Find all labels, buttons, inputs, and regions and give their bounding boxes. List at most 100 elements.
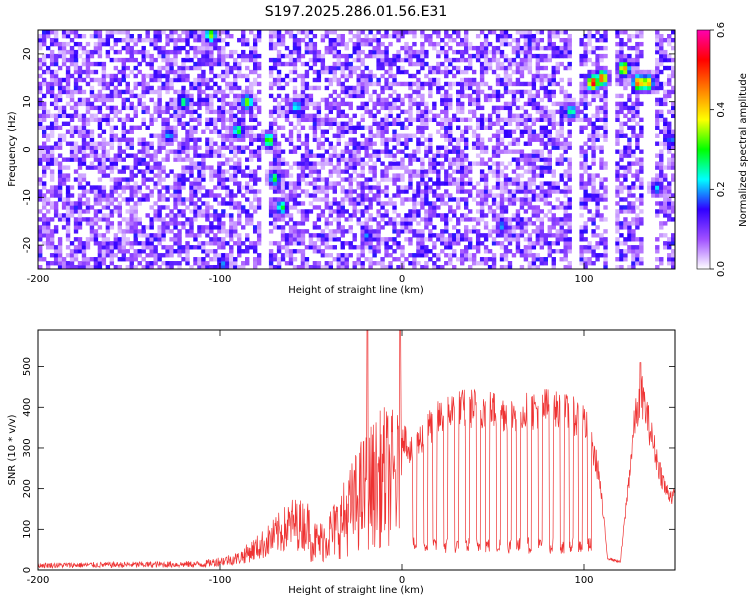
spectrogram-cell	[288, 189, 294, 194]
spectrogram-cell	[555, 81, 560, 87]
spectrogram-cell	[41, 61, 47, 67]
spectrogram-cell	[93, 189, 99, 194]
spectrogram-cell	[543, 169, 548, 174]
spectrogram-cell	[487, 41, 493, 47]
spectrogram-cell	[364, 225, 369, 230]
spectrogram-cell	[408, 49, 413, 55]
spectrogram-cell	[467, 41, 473, 47]
spectrogram-cell	[392, 61, 397, 67]
spectrogram-cell	[479, 241, 485, 246]
spectrogram-cell	[237, 105, 242, 111]
spectrogram-cell	[296, 237, 302, 242]
spectrogram-cell	[527, 37, 533, 43]
spectrogram-cell	[452, 157, 457, 162]
spectrogram-cell	[105, 141, 111, 146]
spectrogram-cell	[225, 30, 230, 35]
spectrogram-cell	[487, 209, 493, 214]
spectrogram-cell	[73, 65, 79, 71]
spectrogram-cell	[487, 97, 493, 103]
spectrogram-cell	[368, 185, 373, 190]
spectrogram-cell	[233, 117, 238, 123]
spectrogram-cell	[360, 221, 365, 226]
spectrogram-cell	[101, 233, 107, 238]
spectrogram-cell	[121, 217, 126, 222]
spectrogram-cell	[332, 69, 337, 75]
spectrogram-cell	[352, 237, 357, 242]
spectrogram-cell	[268, 205, 274, 210]
spectrogram-cell	[125, 221, 130, 226]
spectrogram-cell	[523, 109, 529, 115]
spectrogram-cell	[157, 109, 162, 115]
spectrogram-cell	[284, 241, 290, 246]
spectrogram-cell	[336, 201, 341, 206]
spectrogram-cell	[312, 177, 318, 182]
spectrogram-cell	[38, 65, 43, 71]
spectrogram-cell	[153, 213, 158, 218]
spectrogram-cell	[209, 105, 214, 111]
spectrogram-cell	[193, 209, 198, 214]
spectrogram-cell	[308, 161, 314, 166]
spectrogram-cell	[276, 213, 282, 218]
spectrogram-cell	[288, 193, 294, 198]
spectrogram-cell	[432, 241, 437, 246]
spectrogram-cell	[460, 217, 465, 222]
spectrogram-cell	[312, 113, 318, 119]
spectrogram-cell	[324, 117, 330, 123]
spectrogram-cell	[308, 237, 314, 242]
spectrogram-cell	[507, 33, 513, 39]
spectrogram-cell	[467, 241, 473, 246]
spectrogram-cell	[185, 221, 190, 226]
spectrogram-cell	[69, 193, 75, 198]
spectrogram-cell	[189, 33, 194, 39]
spectrogram-cell	[523, 37, 529, 43]
spectrogram-cell	[523, 141, 529, 146]
spectrogram-cell	[105, 153, 111, 158]
spectrogram-cell	[340, 113, 345, 119]
spectrogram-cell	[288, 77, 294, 83]
spectrogram-cell	[245, 245, 250, 250]
spectrogram-cell	[49, 93, 55, 99]
spectrogram-cell	[535, 233, 541, 238]
spectrogram-cell	[53, 257, 59, 262]
spectrogram-cell	[432, 189, 437, 194]
spectrogram-cell	[197, 57, 202, 63]
spectrogram-cell	[563, 217, 568, 222]
spectrogram-cell	[241, 241, 246, 246]
spectrogram-cell	[193, 61, 198, 67]
spectrogram-cell	[89, 141, 95, 146]
spectrogram-cell	[249, 213, 254, 218]
spectrogram-cell	[460, 181, 465, 186]
spectrogram-cell	[89, 53, 95, 59]
spectrogram-cell	[41, 41, 47, 47]
spectrogram-cell	[241, 169, 246, 174]
spectrogram-cell	[483, 185, 489, 190]
spectrogram-cell	[237, 245, 242, 250]
spectrogram-cell	[173, 73, 178, 79]
spectrogram-cell	[245, 57, 250, 63]
spectrogram-cell	[412, 253, 417, 258]
spectrogram-cell	[479, 49, 485, 55]
spectrogram-cell	[205, 85, 210, 91]
spectrogram-cell	[436, 30, 441, 35]
spectrogram-cell	[249, 149, 254, 154]
spectrogram-cell	[519, 157, 525, 162]
spectrogram-cell	[38, 181, 43, 186]
spectrogram-cell	[292, 109, 298, 115]
spectrogram-cell	[368, 153, 373, 158]
spectrogram-cell	[567, 53, 572, 59]
spectrogram-cell	[352, 93, 357, 99]
spectrogram-cell	[229, 217, 234, 222]
spectrogram-cell	[316, 189, 322, 194]
spectrogram-cell	[543, 193, 548, 198]
spectrogram-cell	[89, 221, 95, 226]
spectrogram-cell	[217, 193, 222, 198]
spectrogram-cell	[157, 241, 162, 246]
spectrogram-cell	[61, 197, 67, 202]
spectrogram-cell	[515, 97, 521, 103]
spectrogram-cell	[503, 237, 509, 242]
spectrogram-cell	[539, 181, 545, 186]
spectrogram-cell	[213, 193, 218, 198]
spectrogram-cell	[324, 233, 330, 238]
spectrogram-cell	[256, 253, 262, 258]
spectrogram-cell	[105, 105, 111, 111]
